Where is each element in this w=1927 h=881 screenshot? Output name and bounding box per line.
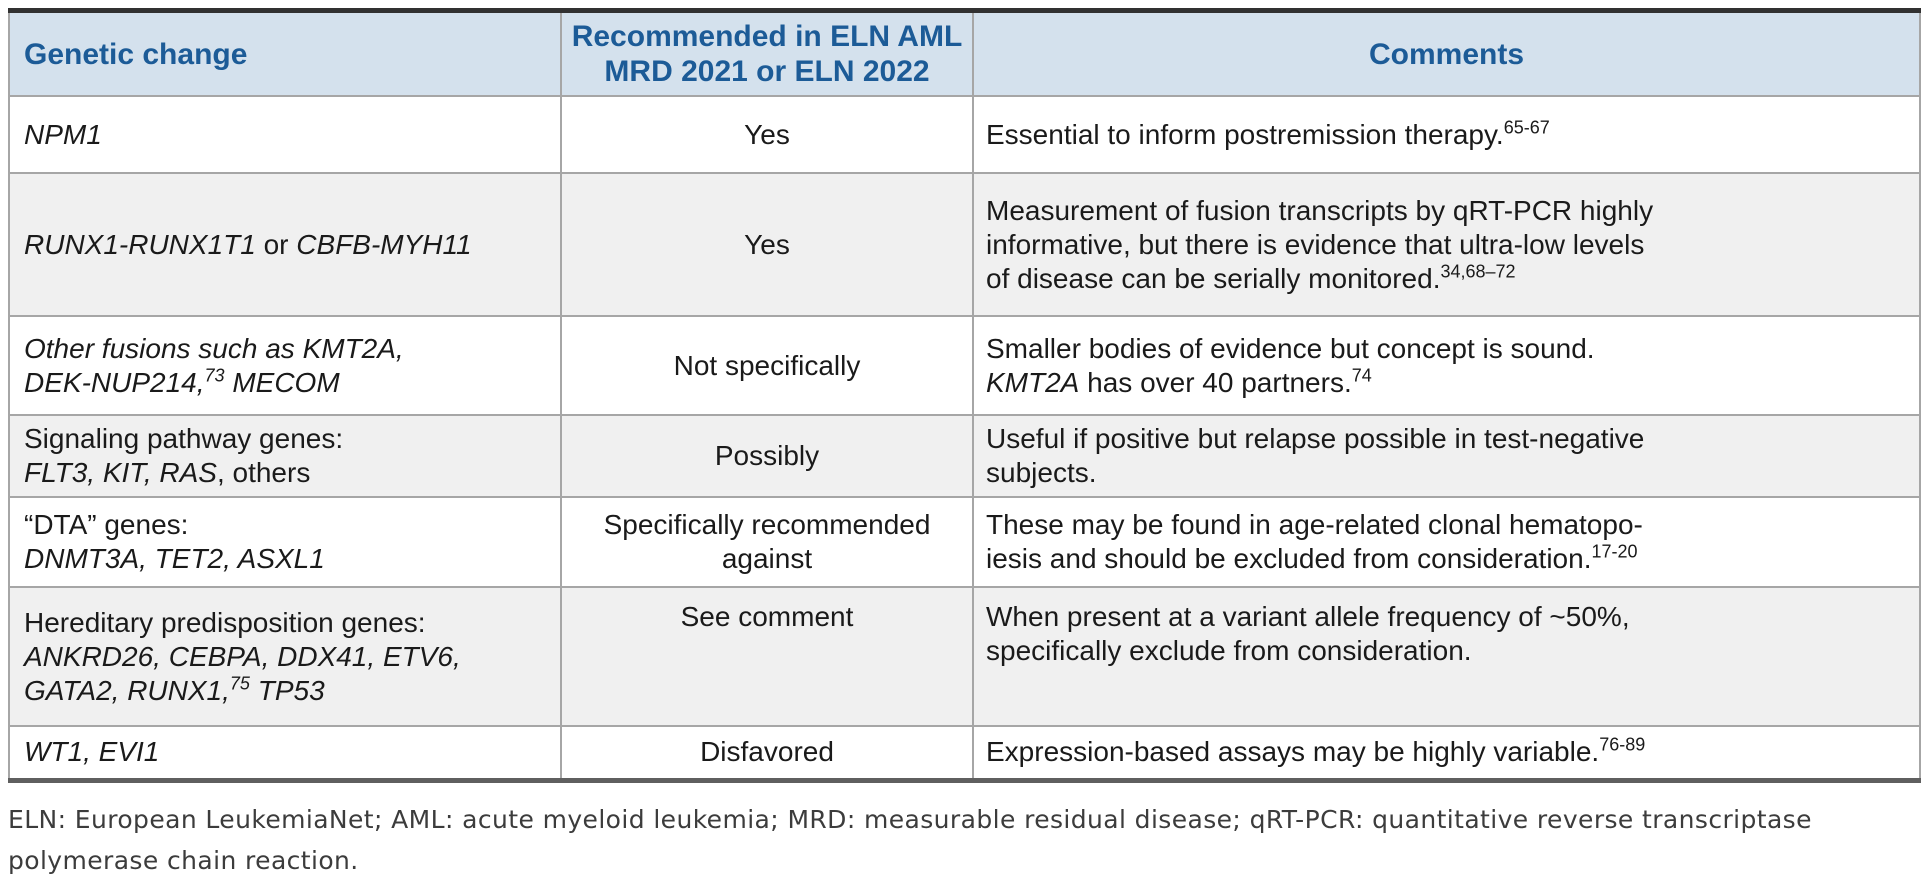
- comment-cell: Useful if positive but relapse possible …: [972, 414, 1921, 498]
- comment-cell: Essential to inform postremission therap…: [972, 95, 1921, 174]
- abbreviation-footnote: ELN: European LeukemiaNet; AML: acute my…: [8, 804, 1812, 875]
- recommendation-cell: See comment: [560, 586, 974, 727]
- comment-cell: These may be found in age-related clonal…: [972, 496, 1921, 588]
- header-row: Genetic change Recommended in ELN AML MR…: [8, 9, 1921, 97]
- table-row: WT1, EVI1 Disfavored Expression-based as…: [8, 725, 1921, 781]
- comment-cell: Measurement of fusion transcripts by qRT…: [972, 172, 1921, 317]
- table-row: RUNX1-RUNX1T1 or CBFB-MYH11 Yes Measurem…: [8, 172, 1921, 317]
- gene-cell: Other fusions such as KMT2A, DEK-NUP214,…: [8, 315, 562, 416]
- gene-cell: “DTA” genes: DNMT3A, TET2, ASXL1: [8, 496, 562, 588]
- table-row: “DTA” genes: DNMT3A, TET2, ASXL1 Specifi…: [8, 496, 1921, 588]
- recommendation-cell: Yes: [560, 95, 974, 174]
- comment-cell: Expression-based assays may be highly va…: [972, 725, 1921, 781]
- table-row: Hereditary predisposition genes: ANKRD26…: [8, 586, 1921, 727]
- recommendation-cell: Not specifically: [560, 315, 974, 416]
- gene-cell: Signaling pathway genes: FLT3, KIT, RAS,…: [8, 414, 562, 498]
- table-body: NPM1 Yes Essential to inform postremissi…: [8, 95, 1921, 781]
- gene-cell: WT1, EVI1: [8, 725, 562, 781]
- col-header-genetic-change: Genetic change: [8, 9, 562, 97]
- table-row: Signaling pathway genes: FLT3, KIT, RAS,…: [8, 414, 1921, 498]
- col-header-comments: Comments: [972, 9, 1921, 97]
- gene-cell: RUNX1-RUNX1T1 or CBFB-MYH11: [8, 172, 562, 317]
- comment-cell: Smaller bodies of evidence but concept i…: [972, 315, 1921, 416]
- recommendation-cell: Specifically recommended against: [560, 496, 974, 588]
- recommendation-cell: Disfavored: [560, 725, 974, 781]
- col-header-recommended: Recommended in ELN AML MRD 2021 or ELN 2…: [560, 9, 974, 97]
- comment-cell: When present at a variant allele frequen…: [972, 586, 1921, 727]
- gene-cell: NPM1: [8, 95, 562, 174]
- recommendation-cell: Possibly: [560, 414, 974, 498]
- gene-cell: Hereditary predisposition genes: ANKRD26…: [8, 586, 562, 727]
- table-row: NPM1 Yes Essential to inform postremissi…: [8, 95, 1921, 174]
- table-row: Other fusions such as KMT2A, DEK-NUP214,…: [8, 315, 1921, 416]
- mrd-gene-table: Genetic change Recommended in ELN AML MR…: [8, 8, 1921, 783]
- recommendation-cell: Yes: [560, 172, 974, 317]
